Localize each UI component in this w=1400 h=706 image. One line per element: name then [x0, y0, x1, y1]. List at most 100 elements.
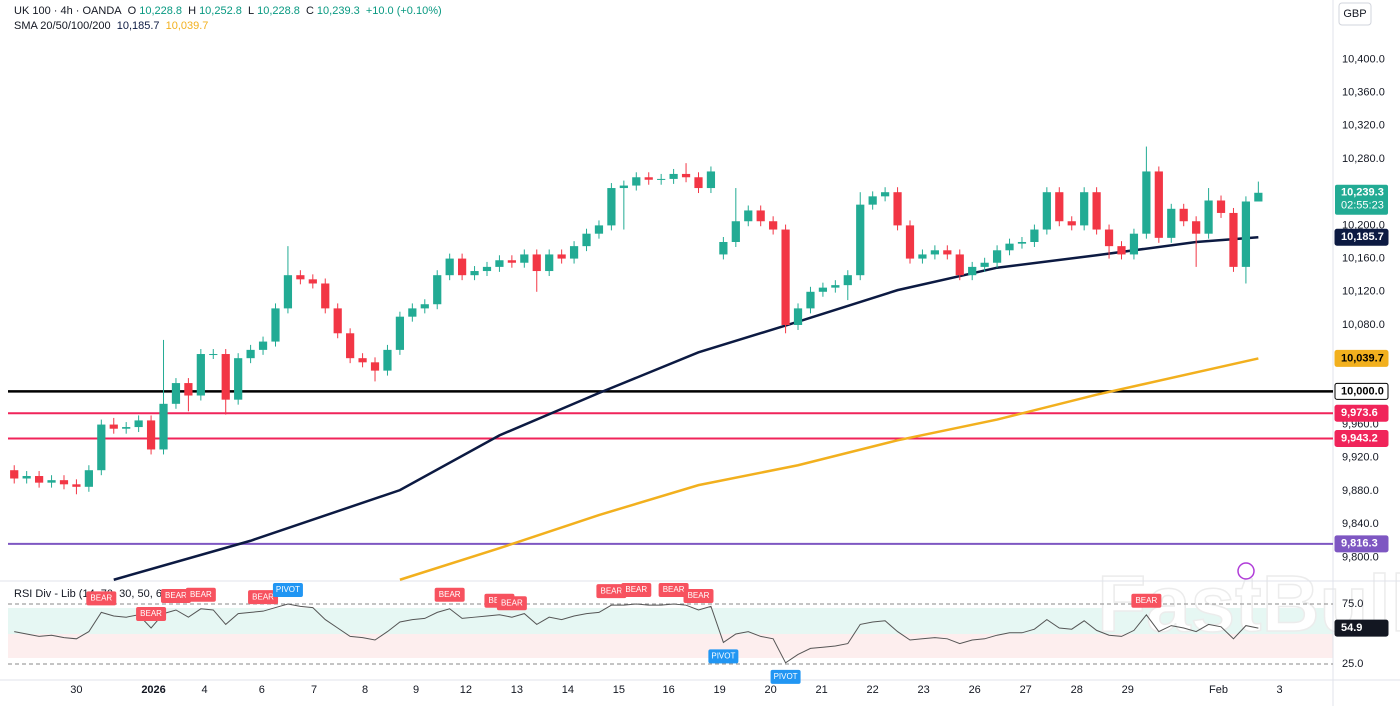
candle-body — [184, 383, 193, 396]
x-tick-label: 4 — [202, 684, 208, 696]
candle-body — [470, 271, 479, 276]
x-tick-label: 19 — [714, 684, 726, 696]
candle-body — [420, 304, 429, 309]
candle-body — [719, 241, 728, 255]
sma-badge-bg — [1334, 228, 1389, 246]
level-label-bg — [1334, 430, 1389, 448]
x-tick-label: 8 — [362, 684, 368, 696]
candle-body — [1179, 208, 1188, 222]
y-tick-label: 10,160.0 — [1342, 252, 1385, 264]
signal-bg — [708, 649, 739, 664]
x-tick-label: 14 — [562, 684, 574, 696]
currency-box[interactable] — [1338, 2, 1372, 26]
candle-body — [781, 229, 790, 325]
signal-label: PIVOT — [774, 672, 798, 681]
candle-body — [918, 254, 927, 259]
x-tick-label: 9 — [413, 684, 419, 696]
sma-label: SMA 20/50/100/200 — [14, 20, 111, 32]
open: 10,228.8 — [139, 5, 183, 17]
sma-value: 10,185.7 — [116, 20, 160, 32]
sma-badge: 10,039.7 — [1341, 352, 1384, 364]
candle-body — [930, 250, 939, 255]
y-tick-label: 9,840.0 — [1342, 518, 1379, 530]
y-tick-label: 9,920.0 — [1342, 452, 1379, 464]
x-tick-label: Feb — [1209, 684, 1228, 696]
candle-body — [532, 254, 541, 272]
x-tick-label: 13 — [511, 684, 523, 696]
candle-body — [669, 173, 678, 179]
candle-body — [395, 316, 405, 350]
symbol: UK 100 · 4h · OANDA — [14, 5, 122, 17]
candle-body — [594, 225, 604, 234]
level-label: 10,000.0 — [1341, 385, 1384, 397]
signal-label: PIVOT — [711, 652, 735, 661]
level-label: 9,816.3 — [1341, 538, 1378, 550]
change: +10.0 (+0.10%) — [365, 5, 442, 17]
candle-body — [868, 196, 877, 205]
candle-body — [10, 470, 19, 479]
x-tick-label: 6 — [259, 684, 265, 696]
candle-body — [1241, 201, 1251, 267]
candle-body — [569, 246, 579, 259]
signal-label: BEAR — [439, 590, 461, 599]
candle-body — [1154, 171, 1163, 238]
last-price-bg — [1335, 184, 1388, 215]
candle-body — [122, 427, 131, 429]
candle-body — [507, 260, 516, 263]
x-tick-label: 20 — [765, 684, 777, 696]
x-tick-label: 3 — [1276, 684, 1282, 696]
candle-body — [97, 424, 106, 471]
candle-body — [1117, 246, 1126, 255]
signal-label: BEAR — [90, 593, 112, 602]
candle-body — [632, 177, 641, 186]
candle-body — [843, 275, 852, 286]
candle-body — [109, 424, 118, 429]
signal-bg — [621, 582, 652, 597]
level-label-bg — [1334, 404, 1389, 422]
candle-body — [246, 349, 255, 359]
rsi-badge: 54.9 — [1341, 622, 1362, 634]
signal-label: BEAR — [1135, 596, 1157, 605]
signal-bg — [434, 587, 465, 602]
candle-body — [644, 177, 653, 180]
signal-bg — [185, 587, 216, 602]
candle-body — [706, 171, 716, 189]
countdown: 02:55:23 — [1341, 200, 1384, 212]
candle-body — [458, 258, 467, 276]
candle-body — [744, 210, 753, 222]
signal-bg — [272, 582, 303, 597]
candle-body — [72, 484, 81, 487]
candle-body — [992, 250, 1002, 263]
y-tick-label: 9,800.0 — [1342, 551, 1379, 563]
candle-body — [34, 476, 44, 483]
signal-bg — [683, 588, 714, 603]
level-label: 9,973.6 — [1341, 407, 1378, 419]
h-label: H — [188, 5, 197, 17]
last-price: 10,239.3 — [1341, 187, 1384, 199]
signal-label: BEAR — [501, 598, 523, 607]
signal-label: BEAR — [165, 591, 187, 600]
y-tick-label: 10,120.0 — [1342, 286, 1385, 298]
y-tick-label: 10,360.0 — [1342, 87, 1385, 99]
candle-body — [1042, 192, 1051, 230]
candle-body — [793, 308, 803, 325]
candle-body — [171, 383, 181, 404]
signal-label: PIVOT — [276, 585, 300, 594]
candle-body — [856, 204, 865, 276]
candle-body — [881, 192, 890, 197]
candle-body — [47, 480, 56, 483]
sma-value: 10,039.7 — [165, 20, 209, 32]
candle-body — [731, 221, 740, 242]
candle-body — [321, 283, 330, 309]
candle-body — [769, 221, 778, 230]
sma-line: SMA 20/50/100/200 10,185.7 10,039.7 — [14, 20, 211, 32]
y-tick-label: 10,400.0 — [1342, 53, 1385, 65]
signal-label: BEAR — [140, 609, 162, 618]
candle-body — [1167, 208, 1176, 238]
candle-body — [694, 177, 703, 189]
candle-body — [433, 275, 442, 305]
currency: GBP — [1343, 8, 1366, 20]
candle-body — [806, 291, 815, 309]
candle-body — [1129, 233, 1139, 255]
